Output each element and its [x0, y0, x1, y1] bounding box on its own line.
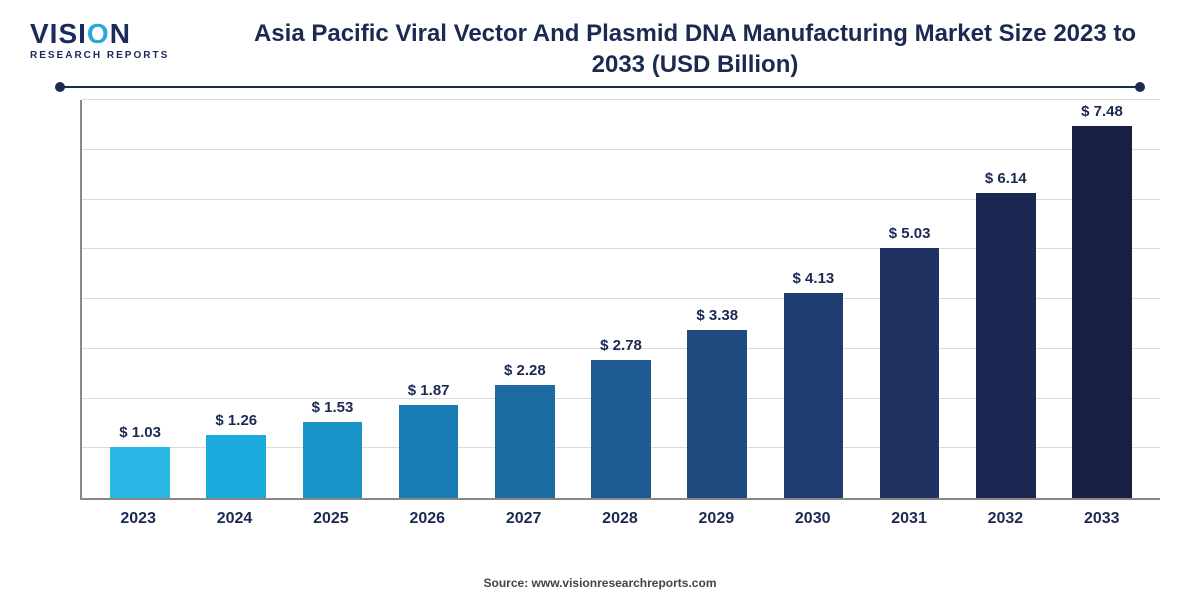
bar-value-label: $ 6.14	[985, 170, 1027, 187]
x-axis-label: 2024	[186, 500, 282, 540]
bar	[880, 248, 940, 498]
plot-area: $ 1.03 $ 1.26 $ 1.53 $ 1.87 $ 2.28 $ 2.78 $ 3.…	[80, 100, 1160, 500]
x-axis-label: 2030	[765, 500, 861, 540]
bar-wrap: $ 2.28	[477, 100, 573, 498]
bar	[110, 447, 170, 498]
logo-main: VISION	[30, 20, 200, 48]
bar-value-label: $ 2.78	[600, 337, 642, 354]
x-axis-label: 2029	[668, 500, 764, 540]
source-text: Source: www.visionresearchreports.com	[0, 576, 1200, 590]
bar-wrap: $ 6.14	[958, 100, 1054, 498]
bar	[495, 385, 555, 498]
bar-value-label: $ 1.87	[408, 382, 450, 399]
bar	[206, 435, 266, 498]
x-axis-label: 2031	[861, 500, 957, 540]
bars-container: $ 1.03 $ 1.26 $ 1.53 $ 1.87 $ 2.28 $ 2.78 $ 3.…	[82, 100, 1160, 498]
chart-title: Asia Pacific Viral Vector And Plasmid DN…	[230, 18, 1160, 80]
logo-text-accent: O	[87, 18, 110, 49]
logo-text-pre: VISI	[30, 18, 87, 49]
logo-subtitle: RESEARCH REPORTS	[30, 50, 200, 61]
bar-wrap: $ 1.26	[188, 100, 284, 498]
bar	[784, 293, 844, 498]
bar-value-label: $ 2.28	[504, 362, 546, 379]
bar-wrap: $ 1.03	[92, 100, 188, 498]
x-axis-label: 2023	[90, 500, 186, 540]
bar-value-label: $ 1.53	[312, 399, 354, 416]
bar-wrap: $ 5.03	[862, 100, 958, 498]
x-axis-label: 2027	[475, 500, 571, 540]
x-axis-label: 2033	[1054, 500, 1150, 540]
brand-logo: VISION RESEARCH REPORTS	[30, 20, 200, 61]
bar-wrap: $ 4.13	[765, 100, 861, 498]
bar-chart: $ 1.03 $ 1.26 $ 1.53 $ 1.87 $ 2.28 $ 2.78 $ 3.…	[80, 100, 1160, 540]
x-axis-label: 2025	[283, 500, 379, 540]
bar-value-label: $ 7.48	[1081, 103, 1123, 120]
bar	[591, 360, 651, 498]
bar	[303, 422, 363, 498]
logo-text-post: N	[110, 18, 131, 49]
x-axis-label: 2026	[379, 500, 475, 540]
bar-value-label: $ 5.03	[889, 225, 931, 242]
bar-wrap: $ 1.53	[284, 100, 380, 498]
bar-value-label: $ 1.03	[119, 424, 161, 441]
bar	[976, 193, 1036, 498]
x-axis-labels: 2023202420252026202720282029203020312032…	[80, 500, 1160, 540]
bar-value-label: $ 3.38	[696, 307, 738, 324]
x-axis-label: 2032	[957, 500, 1053, 540]
bar-wrap: $ 7.48	[1054, 100, 1150, 498]
bar	[687, 330, 747, 498]
bar-wrap: $ 2.78	[573, 100, 669, 498]
x-axis-label: 2028	[572, 500, 668, 540]
bar-value-label: $ 4.13	[793, 270, 835, 287]
bar-value-label: $ 1.26	[215, 412, 257, 429]
bar-wrap: $ 1.87	[381, 100, 477, 498]
bar	[399, 405, 459, 498]
bar-wrap: $ 3.38	[669, 100, 765, 498]
bar	[1072, 126, 1132, 498]
title-divider	[60, 86, 1140, 88]
